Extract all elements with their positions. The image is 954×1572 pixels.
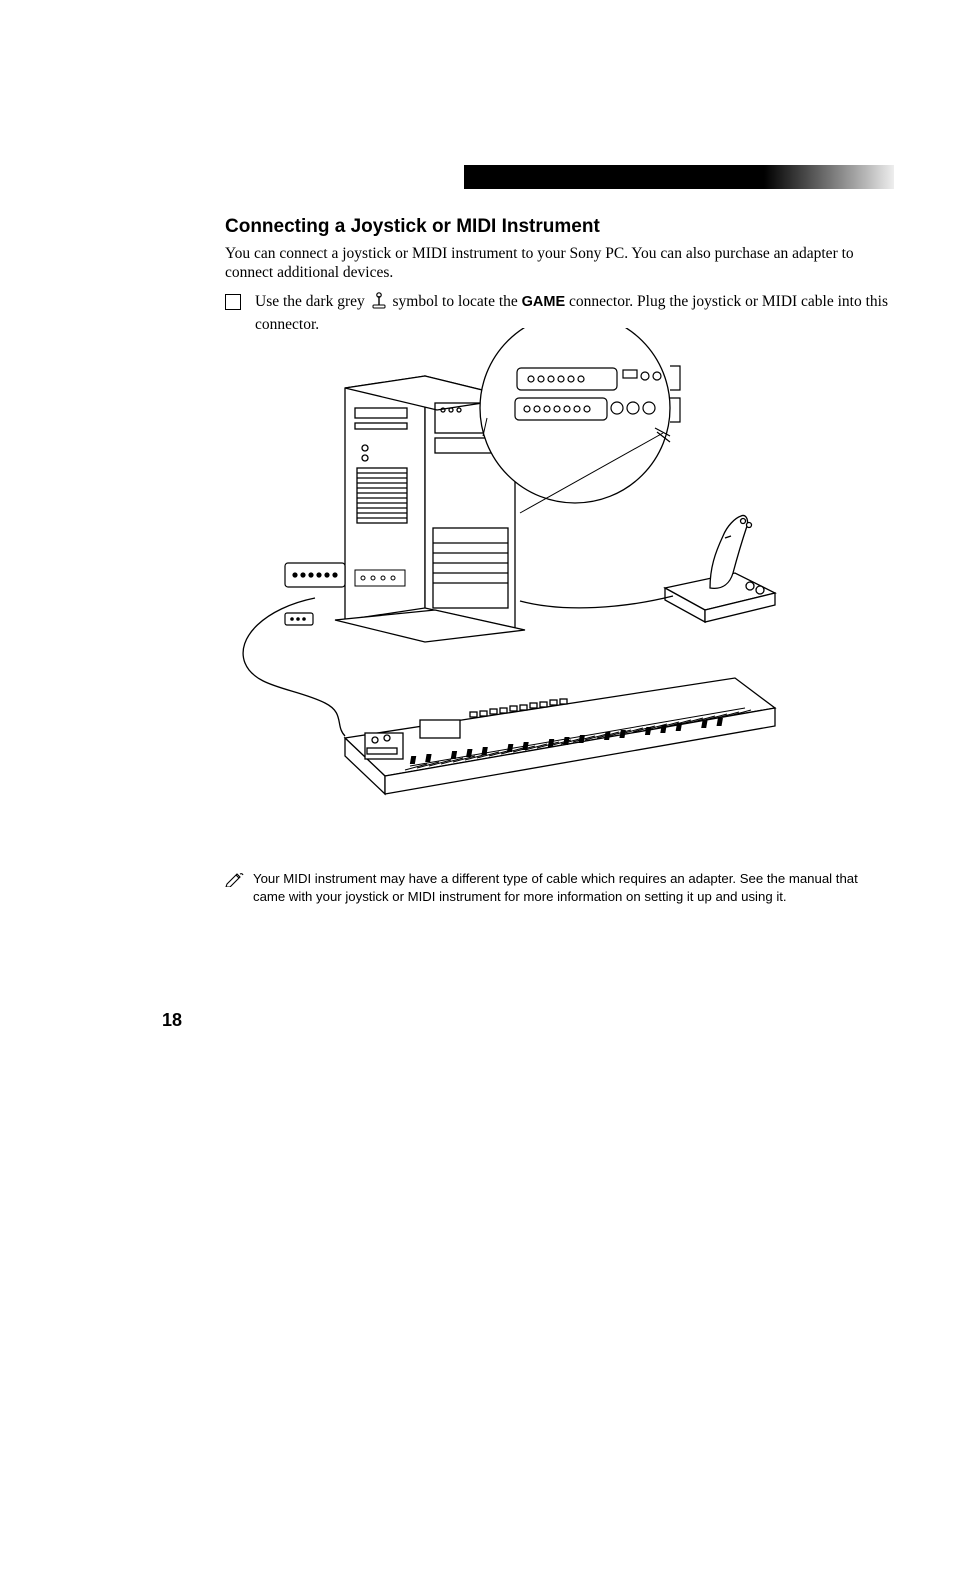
header-bar-dark (464, 165, 764, 189)
bullet-text-mid: symbol to locate the (393, 293, 522, 310)
note-text: Your MIDI instrument may have a differen… (253, 870, 890, 906)
joystick-symbol-icon (371, 291, 387, 315)
page-number: 18 (162, 1010, 182, 1031)
note-pen-icon (225, 871, 245, 892)
bullet-text-game: GAME (522, 294, 566, 310)
bullet-square-icon (225, 294, 241, 310)
header-bar-fade (764, 165, 894, 189)
connection-diagram (225, 328, 857, 828)
note-block: Your MIDI instrument may have a differen… (225, 870, 890, 906)
content-block: Connecting a Joystick or MIDI Instrument… (225, 216, 890, 335)
intro-paragraph: You can connect a joystick or MIDI instr… (225, 244, 890, 283)
section-title: Connecting a Joystick or MIDI Instrument (225, 216, 890, 238)
bullet-text-pre: Use the dark grey (255, 293, 369, 310)
header-gradient-bar (464, 165, 894, 189)
